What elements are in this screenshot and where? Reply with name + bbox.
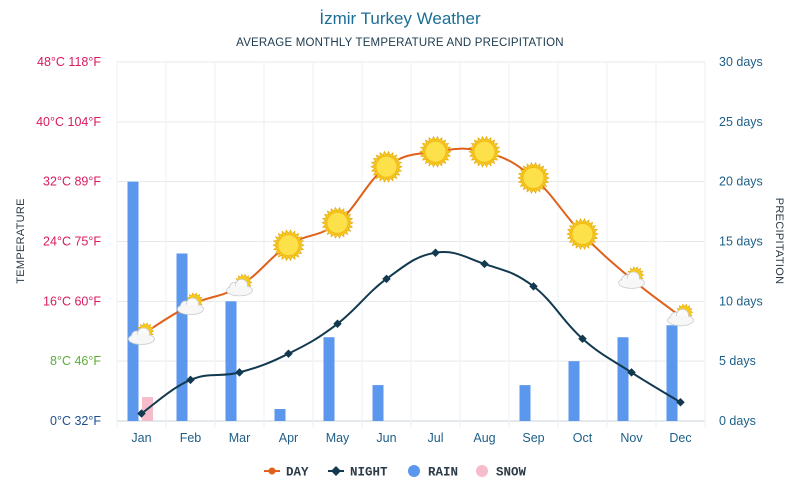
night-point [382, 274, 391, 284]
y-tick-label-right: 25 days [719, 115, 763, 129]
x-tick-label: May [326, 431, 350, 445]
chart-title: İzmir Turkey Weather [319, 9, 481, 28]
sun-icon [321, 206, 354, 239]
weather-icons [128, 135, 694, 345]
chart-subtitle: AVERAGE MONTHLY TEMPERATURE AND PRECIPIT… [236, 37, 564, 49]
sun-disc [571, 223, 594, 245]
legend-marker [476, 465, 488, 477]
night-point [578, 334, 587, 343]
legend-marker [268, 467, 276, 475]
rain-bar [372, 385, 384, 421]
y-tick-label-right: 20 days [719, 175, 763, 189]
night-point [431, 248, 440, 257]
night-point [333, 319, 342, 329]
night-point [137, 409, 146, 418]
y-tick-label-left: 24°C 75°F [43, 235, 101, 249]
y-tick-label-right: 30 days [719, 55, 763, 69]
axis-ticks: 0°C 32°F 8°C 46°F 16°C 60°F 24°C 75°F 32°C 8… [36, 55, 763, 445]
legend-item-night: NIGHT [328, 466, 388, 480]
legend-label: RAIN [428, 466, 458, 480]
x-tick-label: Aug [473, 431, 495, 445]
x-tick-label: Sep [522, 431, 544, 445]
x-tick-label: Oct [573, 431, 593, 445]
sun-disc [424, 140, 447, 163]
legend-marker [331, 466, 341, 476]
rain-bar [568, 361, 580, 421]
sun-icon [370, 150, 403, 183]
legend-item-rain: RAIN [408, 465, 458, 480]
sun-disc [277, 234, 300, 257]
legend-marker [408, 465, 420, 477]
y-tick-label-right: 5 days [719, 354, 756, 368]
legend-label: NIGHT [350, 466, 388, 480]
sun-icon [517, 161, 550, 194]
night-point [480, 259, 489, 269]
partly-cloudy-icon [177, 292, 204, 315]
night-point [284, 349, 293, 358]
legend-label: DAY [286, 466, 309, 480]
grid-lines [116, 61, 706, 428]
legend-label: SNOW [496, 466, 527, 480]
sun-disc [522, 167, 545, 189]
x-tick-label: Feb [180, 431, 202, 445]
partly-cloudy-icon [618, 266, 645, 289]
y-tick-label-left: 48°C 118°F [37, 55, 101, 69]
night-point [676, 398, 685, 407]
x-tick-label: Nov [620, 431, 643, 445]
partly-cloudy-icon [128, 322, 155, 345]
sun-disc [326, 211, 349, 234]
y-axis-right-title: PRECIPITATION [773, 198, 785, 285]
cloud-fill [227, 285, 252, 295]
sun-icon [419, 135, 452, 168]
y-tick-label-right: 0 days [719, 414, 756, 428]
night-point [186, 375, 195, 385]
cloud-fill [178, 304, 203, 314]
sun-icon [566, 217, 599, 251]
partly-cloudy-icon [667, 303, 694, 327]
y-tick-label-left: 0°C 32°F [50, 414, 101, 428]
x-tick-label: Mar [229, 431, 251, 445]
y-tick-label-left: 40°C 104°F [36, 115, 101, 129]
x-tick-label: Apr [279, 431, 298, 445]
rain-bar [617, 337, 629, 421]
legend-item-snow: SNOW [476, 465, 527, 480]
rain-bar [127, 181, 139, 421]
rain-bar [225, 301, 237, 421]
sun-disc [473, 140, 496, 163]
y-tick-label-right: 10 days [719, 294, 763, 308]
y-tick-label-left: 32°C 89°F [43, 175, 101, 189]
x-tick-label: Jan [131, 431, 151, 445]
y-axis-left-title: TEMPERATURE [15, 198, 27, 284]
rain-bar [666, 325, 678, 421]
x-tick-label: Dec [669, 431, 691, 445]
night-point [235, 368, 244, 377]
legend: DAY NIGHT RAIN SNOW [264, 465, 527, 480]
x-tick-label: Jul [428, 431, 444, 445]
sun-icon [468, 135, 501, 168]
cloud-fill [129, 334, 154, 344]
sun-disc [375, 155, 398, 178]
night-point [627, 368, 636, 377]
x-tick-label: Jun [376, 431, 396, 445]
y-tick-label-left: 8°C 46°F [50, 354, 101, 368]
y-tick-label-left: 16°C 60°F [43, 294, 101, 308]
partly-cloudy-icon [226, 273, 253, 297]
rain-bar [274, 409, 286, 421]
y-tick-label-right: 15 days [719, 235, 763, 249]
cloud-fill [619, 278, 644, 288]
rain-bar [176, 253, 188, 421]
rain-bar [323, 337, 335, 421]
cloud-fill [668, 315, 693, 325]
legend-item-day: DAY [264, 466, 309, 480]
night-point [529, 282, 538, 291]
sun-icon [272, 229, 305, 262]
rain-bar [519, 385, 531, 421]
